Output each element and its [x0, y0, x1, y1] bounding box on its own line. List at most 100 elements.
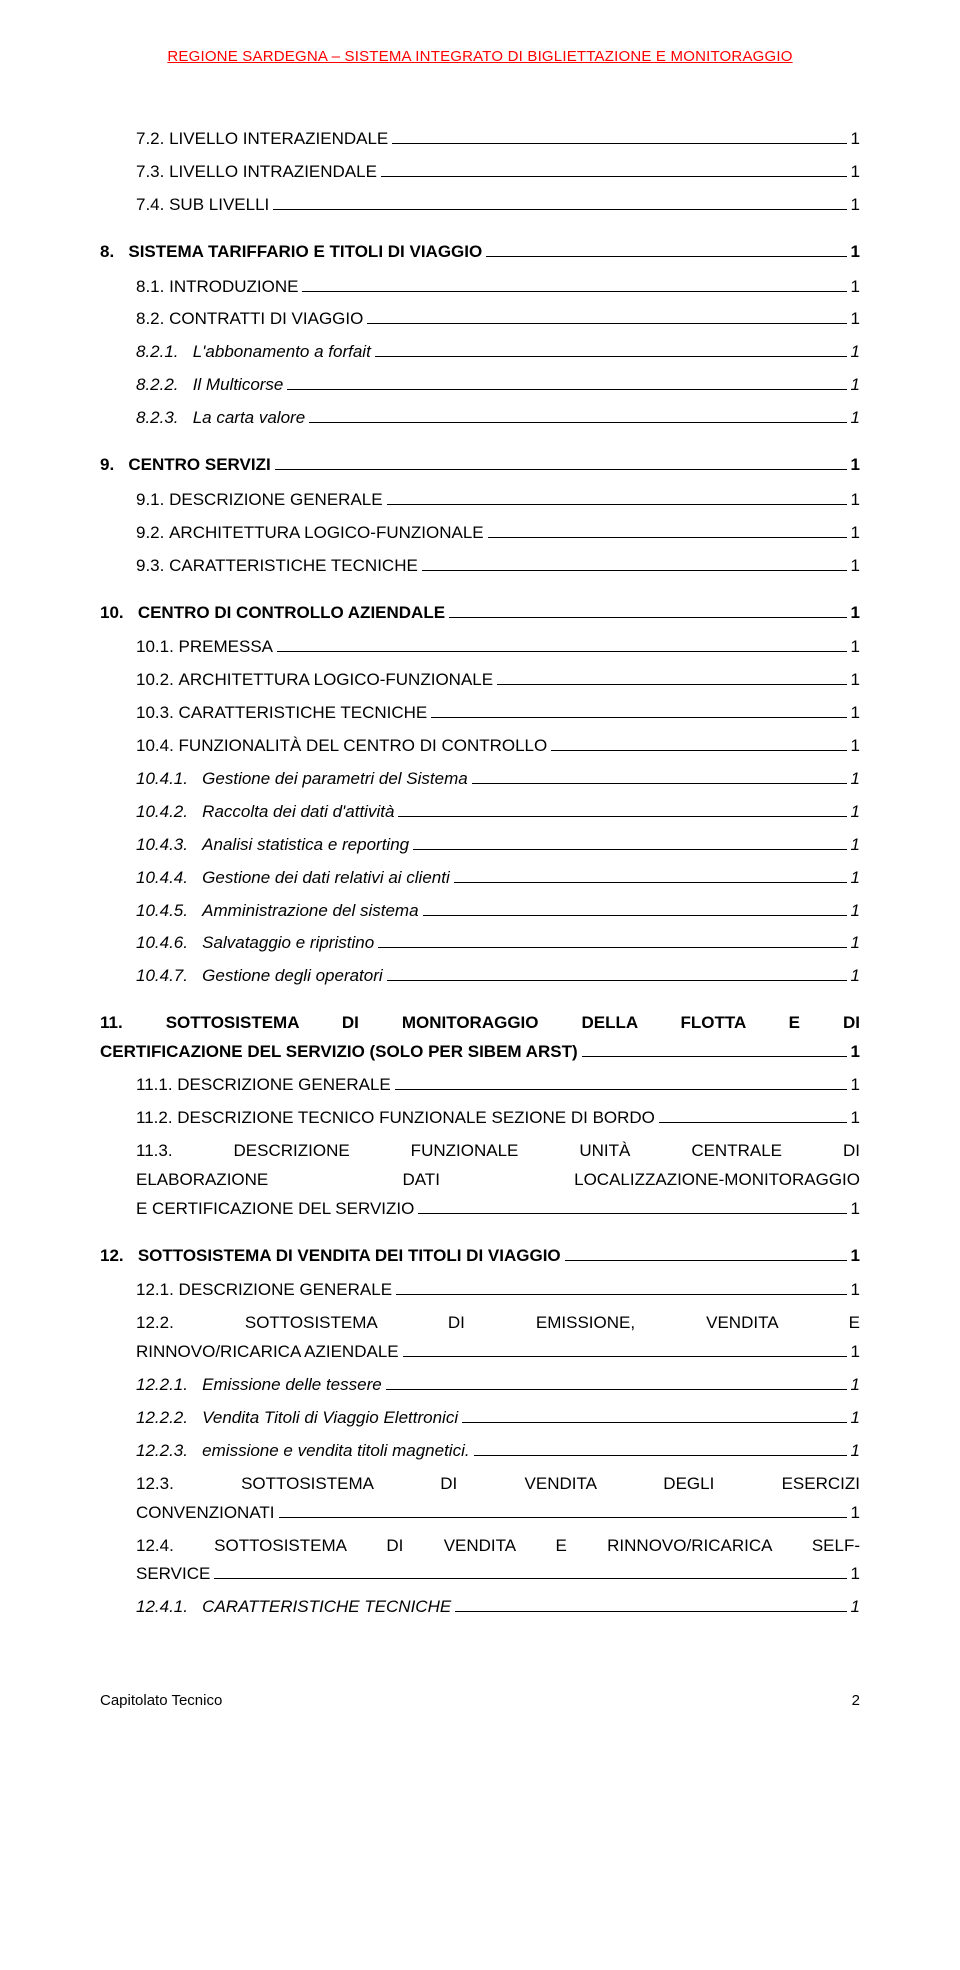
- toc-label: CARATTERISTICHE TECNICHE: [179, 699, 428, 728]
- toc-label: Il Multicorse: [193, 371, 284, 400]
- toc-leader: [488, 537, 847, 538]
- toc-entry: 10.4.6. Salvataggio e ripristino 1: [100, 929, 860, 958]
- toc-entry: 7.2. LIVELLO INTERAZIENDALE1: [100, 125, 860, 154]
- toc-page: 1: [851, 1593, 860, 1622]
- toc-page: 1: [851, 338, 860, 367]
- toc-leader: [472, 783, 847, 784]
- page-footer: Capitolato Tecnico 2: [100, 1692, 860, 1709]
- toc-number: 11.2.: [136, 1104, 177, 1133]
- toc-page: 1: [851, 238, 860, 267]
- toc-leader: [287, 389, 846, 390]
- toc-leader: [551, 750, 846, 751]
- toc-label: CENTRO DI CONTROLLO AZIENDALE: [138, 599, 445, 628]
- toc-label: ELABORAZIONE DATI LOCALIZZAZIONE-MONITOR…: [136, 1166, 860, 1195]
- toc-page: 1: [851, 1499, 860, 1528]
- toc-entry: 12. SOTTOSISTEMA DI VENDITA DEI TITOLI D…: [100, 1242, 860, 1271]
- toc-number: 9.3.: [136, 552, 169, 581]
- toc-page: 1: [851, 191, 860, 220]
- toc-label: Gestione degli operatori: [202, 962, 383, 991]
- toc-label: SOTTOSISTEMA DI VENDITA DEI TITOLI DI VI…: [138, 1242, 561, 1271]
- toc-page: 1: [851, 599, 860, 628]
- toc-page: 1: [851, 699, 860, 728]
- toc-page: 1: [851, 1560, 860, 1589]
- toc-leader: [422, 570, 847, 571]
- toc-number: 10.4.7.: [136, 962, 202, 991]
- toc-label: DESCRIZIONE GENERALE: [169, 486, 383, 515]
- toc-page: 1: [851, 552, 860, 581]
- toc-number: 12.4.1.: [136, 1593, 202, 1622]
- toc-number: 10.4.1.: [136, 765, 202, 794]
- footer-page-number: 2: [852, 1692, 860, 1709]
- toc-label: Gestione dei parametri del Sistema: [202, 765, 468, 794]
- toc-label: Gestione dei dati relativi ai clienti: [202, 864, 450, 893]
- toc-leader: [273, 209, 846, 210]
- toc-leader: [367, 323, 846, 324]
- toc-leader: [392, 143, 846, 144]
- toc-page: 1: [851, 451, 860, 480]
- toc-leader: [279, 1517, 847, 1518]
- toc-page: 1: [851, 929, 860, 958]
- toc-label: INTRODUZIONE: [169, 273, 298, 302]
- toc-page: 1: [851, 864, 860, 893]
- toc-leader: [413, 849, 846, 850]
- toc-label: Salvataggio e ripristino: [202, 929, 374, 958]
- toc-page: 1: [851, 1338, 860, 1367]
- toc-label: CONTRATTI DI VIAGGIO: [169, 305, 363, 334]
- toc-page: 1: [851, 1104, 860, 1133]
- toc-number: 8.2.3.: [136, 404, 193, 433]
- toc-leader: [582, 1056, 847, 1057]
- toc-leader: [565, 1260, 847, 1261]
- toc-label: DESCRIZIONE GENERALE: [177, 1071, 391, 1100]
- toc-number: 8.1.: [136, 273, 169, 302]
- toc-number: 8.2.2.: [136, 371, 193, 400]
- toc-number: 12.2.3.: [136, 1437, 202, 1466]
- toc-label: RINNOVO/RICARICA AZIENDALE: [136, 1338, 399, 1367]
- toc-number: 10.4.3.: [136, 831, 202, 860]
- toc-entry: 12.2. SOTTOSISTEMA DI EMISSIONE, VENDITA…: [100, 1309, 860, 1367]
- toc-entry: 12.2.1. Emissione delle tessere1: [100, 1371, 860, 1400]
- toc-entry: 11. SOTTOSISTEMA DI MONITORAGGIO DELLA F…: [100, 1009, 860, 1067]
- toc-page: 1: [851, 633, 860, 662]
- toc-page: 1: [851, 404, 860, 433]
- toc-entry: 12.2.2. Vendita Titoli di Viaggio Elettr…: [100, 1404, 860, 1433]
- toc-label: 11. SOTTOSISTEMA DI MONITORAGGIO DELLA F…: [100, 1009, 860, 1038]
- toc-label: E CERTIFICAZIONE DEL SERVIZIO: [136, 1195, 414, 1224]
- toc-number: 10.: [100, 599, 138, 628]
- toc-leader: [418, 1213, 846, 1214]
- toc-label: CENTRO SERVIZI: [128, 451, 270, 480]
- toc-leader: [309, 422, 846, 423]
- toc-label: DESCRIZIONE TECNICO FUNZIONALE SEZIONE D…: [177, 1104, 655, 1133]
- toc-label: 12.2. SOTTOSISTEMA DI EMISSIONE, VENDITA…: [136, 1309, 860, 1338]
- toc-entry: 10.4.4. Gestione dei dati relativi ai cl…: [100, 864, 860, 893]
- toc-leader: [462, 1422, 846, 1423]
- toc-entry: 11.2. DESCRIZIONE TECNICO FUNZIONALE SEZ…: [100, 1104, 860, 1133]
- toc-number: 10.1.: [136, 633, 179, 662]
- toc-label: L'abbonamento a forfait: [193, 338, 371, 367]
- toc-entry: 8.2.1. L'abbonamento a forfait1: [100, 338, 860, 367]
- toc-leader: [387, 980, 847, 981]
- toc-leader: [387, 504, 847, 505]
- toc-entry: 10.4.2. Raccolta dei dati d'attività1: [100, 798, 860, 827]
- toc-number: 10.4.6.: [136, 929, 202, 958]
- toc-leader: [474, 1455, 847, 1456]
- toc-leader: [381, 176, 847, 177]
- toc-entry: 10.4.5. Amministrazione del sistema1: [100, 897, 860, 926]
- toc-entry: 10.4. FUNZIONALITÀ DEL CENTRO DI CONTROL…: [100, 732, 860, 761]
- toc-entry: 8.2. CONTRATTI DI VIAGGIO1: [100, 305, 860, 334]
- toc-label: CARATTERISTICHE TECNICHE: [202, 1593, 451, 1622]
- toc-leader: [386, 1389, 847, 1390]
- toc-label: La carta valore: [193, 404, 305, 433]
- toc-entry: 8.1. INTRODUZIONE1: [100, 273, 860, 302]
- toc-label: SISTEMA TARIFFARIO E TITOLI DI VIAGGIO: [128, 238, 482, 267]
- toc-label: 12.3. SOTTOSISTEMA DI VENDITA DEGLI ESER…: [136, 1470, 860, 1499]
- toc-entry: 12.4.1. CARATTERISTICHE TECNICHE 1: [100, 1593, 860, 1622]
- toc-entry: 9.3. CARATTERISTICHE TECNICHE 1: [100, 552, 860, 581]
- toc-number: 9.: [100, 451, 128, 480]
- toc-entry: 10. CENTRO DI CONTROLLO AZIENDALE 1: [100, 599, 860, 628]
- page-header: REGIONE SARDEGNA – SISTEMA INTEGRATO DI …: [100, 48, 860, 65]
- toc-label: LIVELLO INTERAZIENDALE: [169, 125, 388, 154]
- toc-entry: 9.2. ARCHITETTURA LOGICO-FUNZIONALE1: [100, 519, 860, 548]
- toc-page: 1: [851, 158, 860, 187]
- toc-label: CARATTERISTICHE TECNICHE: [169, 552, 418, 581]
- toc-leader: [455, 1611, 846, 1612]
